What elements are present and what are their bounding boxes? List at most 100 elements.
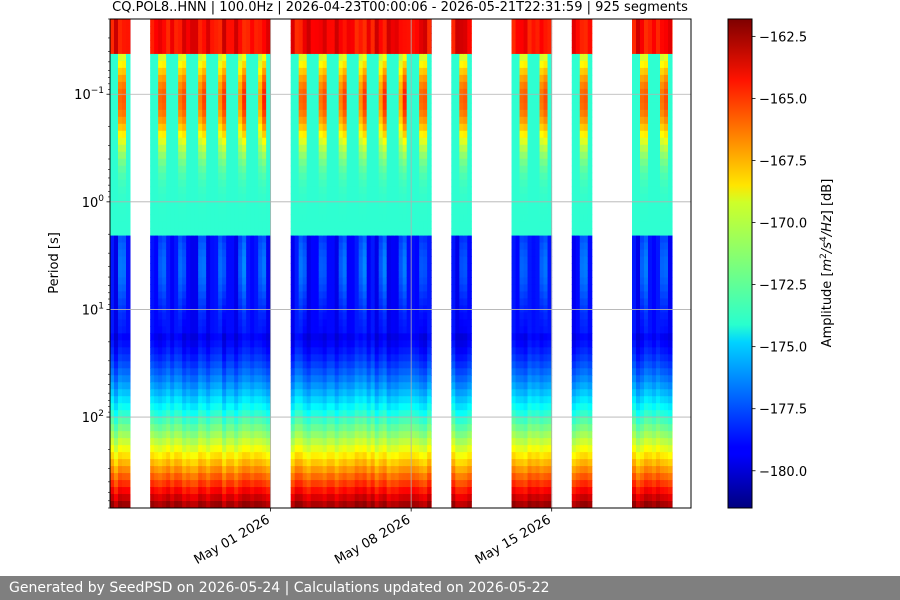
heatmap-cell (386, 137, 392, 146)
heatmap-cell (398, 277, 404, 285)
heatmap-cell (230, 207, 235, 216)
heatmap-cell (266, 354, 271, 362)
heatmap-cell (298, 137, 304, 146)
heatmap-cell (419, 312, 424, 320)
heatmap-cell (222, 501, 227, 508)
heatmap-cell (415, 438, 420, 446)
heatmap-cell (166, 200, 171, 209)
heatmap-cell (342, 354, 348, 362)
heatmap-cell (382, 214, 388, 223)
heatmap-cell (290, 319, 296, 327)
heatmap-cell (338, 67, 344, 76)
heatmap-cell (310, 417, 316, 425)
heatmap-cell (158, 53, 163, 62)
heatmap-cell (126, 438, 131, 446)
heatmap-cell (374, 347, 380, 355)
heatmap-cell (354, 333, 360, 341)
heatmap-cell (202, 242, 207, 251)
heatmap-cell (214, 109, 219, 118)
heatmap-cell (298, 88, 304, 97)
heatmap-cell (318, 396, 324, 404)
heatmap-cell (166, 375, 171, 383)
heatmap-cell (382, 165, 388, 174)
heatmap-cell (262, 158, 267, 167)
heatmap-cell (342, 207, 348, 216)
heatmap-cell (402, 165, 408, 174)
heatmap-cell (206, 417, 211, 425)
heatmap-cell (122, 158, 127, 167)
heatmap-cell (114, 221, 119, 230)
heatmap-cell (234, 256, 239, 264)
heatmap-cell (310, 361, 316, 369)
heatmap-cell (306, 102, 312, 111)
heatmap-cell (419, 319, 424, 327)
heatmap-cell (246, 81, 251, 90)
heatmap-cell (398, 333, 404, 341)
heatmap-cell (338, 200, 344, 209)
heatmap-cell (326, 284, 332, 292)
heatmap-cell (218, 319, 223, 327)
heatmap-cell (198, 151, 203, 160)
heatmap-cell (306, 368, 312, 376)
heatmap-cell (262, 39, 267, 48)
heatmap-cell (246, 424, 251, 432)
heatmap-cell (190, 452, 195, 460)
heatmap-cell (182, 130, 187, 139)
heatmap-cell (246, 445, 251, 453)
heatmap-cell (302, 389, 308, 397)
heatmap-cell (206, 389, 211, 397)
heatmap-cell (122, 67, 127, 76)
heatmap-cell (170, 375, 175, 383)
heatmap-cell (238, 382, 243, 390)
heatmap-cell (342, 186, 348, 195)
heatmap-cell (398, 151, 404, 160)
heatmap-cell (334, 186, 340, 195)
heatmap-cell (262, 207, 267, 216)
heatmap-cell (162, 81, 167, 90)
heatmap-cell (226, 459, 231, 467)
heatmap-cell (182, 319, 187, 327)
heatmap-cell (254, 438, 259, 446)
heatmap-area (110, 19, 673, 508)
heatmap-cell (406, 270, 412, 278)
heatmap-cell (198, 116, 203, 125)
heatmap-cell (190, 312, 195, 320)
heatmap-cell (290, 431, 296, 439)
heatmap-cell (214, 172, 219, 181)
heatmap-cell (234, 277, 239, 285)
heatmap-cell (162, 494, 167, 502)
heatmap-cell (342, 403, 348, 411)
heatmap-cell (386, 53, 392, 62)
heatmap-cell (122, 277, 127, 285)
heatmap-cell (266, 326, 271, 334)
heatmap-cell (210, 221, 215, 230)
heatmap-cell (174, 53, 179, 62)
heatmap-cell (198, 81, 203, 90)
heatmap-cell (322, 340, 328, 348)
heatmap-cell (378, 144, 384, 153)
heatmap-cell (290, 354, 296, 362)
heatmap-cell (238, 46, 243, 55)
heatmap-cell (346, 144, 352, 153)
heatmap-cell (390, 249, 396, 258)
heatmap-cell (218, 501, 223, 508)
heatmap-cell (110, 221, 115, 230)
chart-title: CQ.POL8..HNN | 100.0Hz | 2026-04-23T00:0… (112, 0, 688, 15)
heatmap-cell (350, 221, 356, 230)
heatmap-cell (342, 438, 348, 446)
heatmap-cell (202, 410, 207, 418)
heatmap-cell (398, 284, 404, 292)
heatmap-cell (190, 172, 195, 181)
heatmap-cell (415, 340, 420, 348)
heatmap-cell (314, 95, 320, 104)
heatmap-cell (202, 67, 207, 76)
heatmap-cell (158, 165, 163, 174)
heatmap-cell (214, 340, 219, 348)
heatmap-cell (162, 417, 167, 425)
heatmap-cell (366, 382, 372, 390)
heatmap-cell (258, 144, 263, 153)
heatmap-cell (214, 249, 219, 258)
heatmap-cell (394, 319, 400, 327)
heatmap-cell (190, 39, 195, 48)
heatmap-cell (342, 424, 348, 432)
